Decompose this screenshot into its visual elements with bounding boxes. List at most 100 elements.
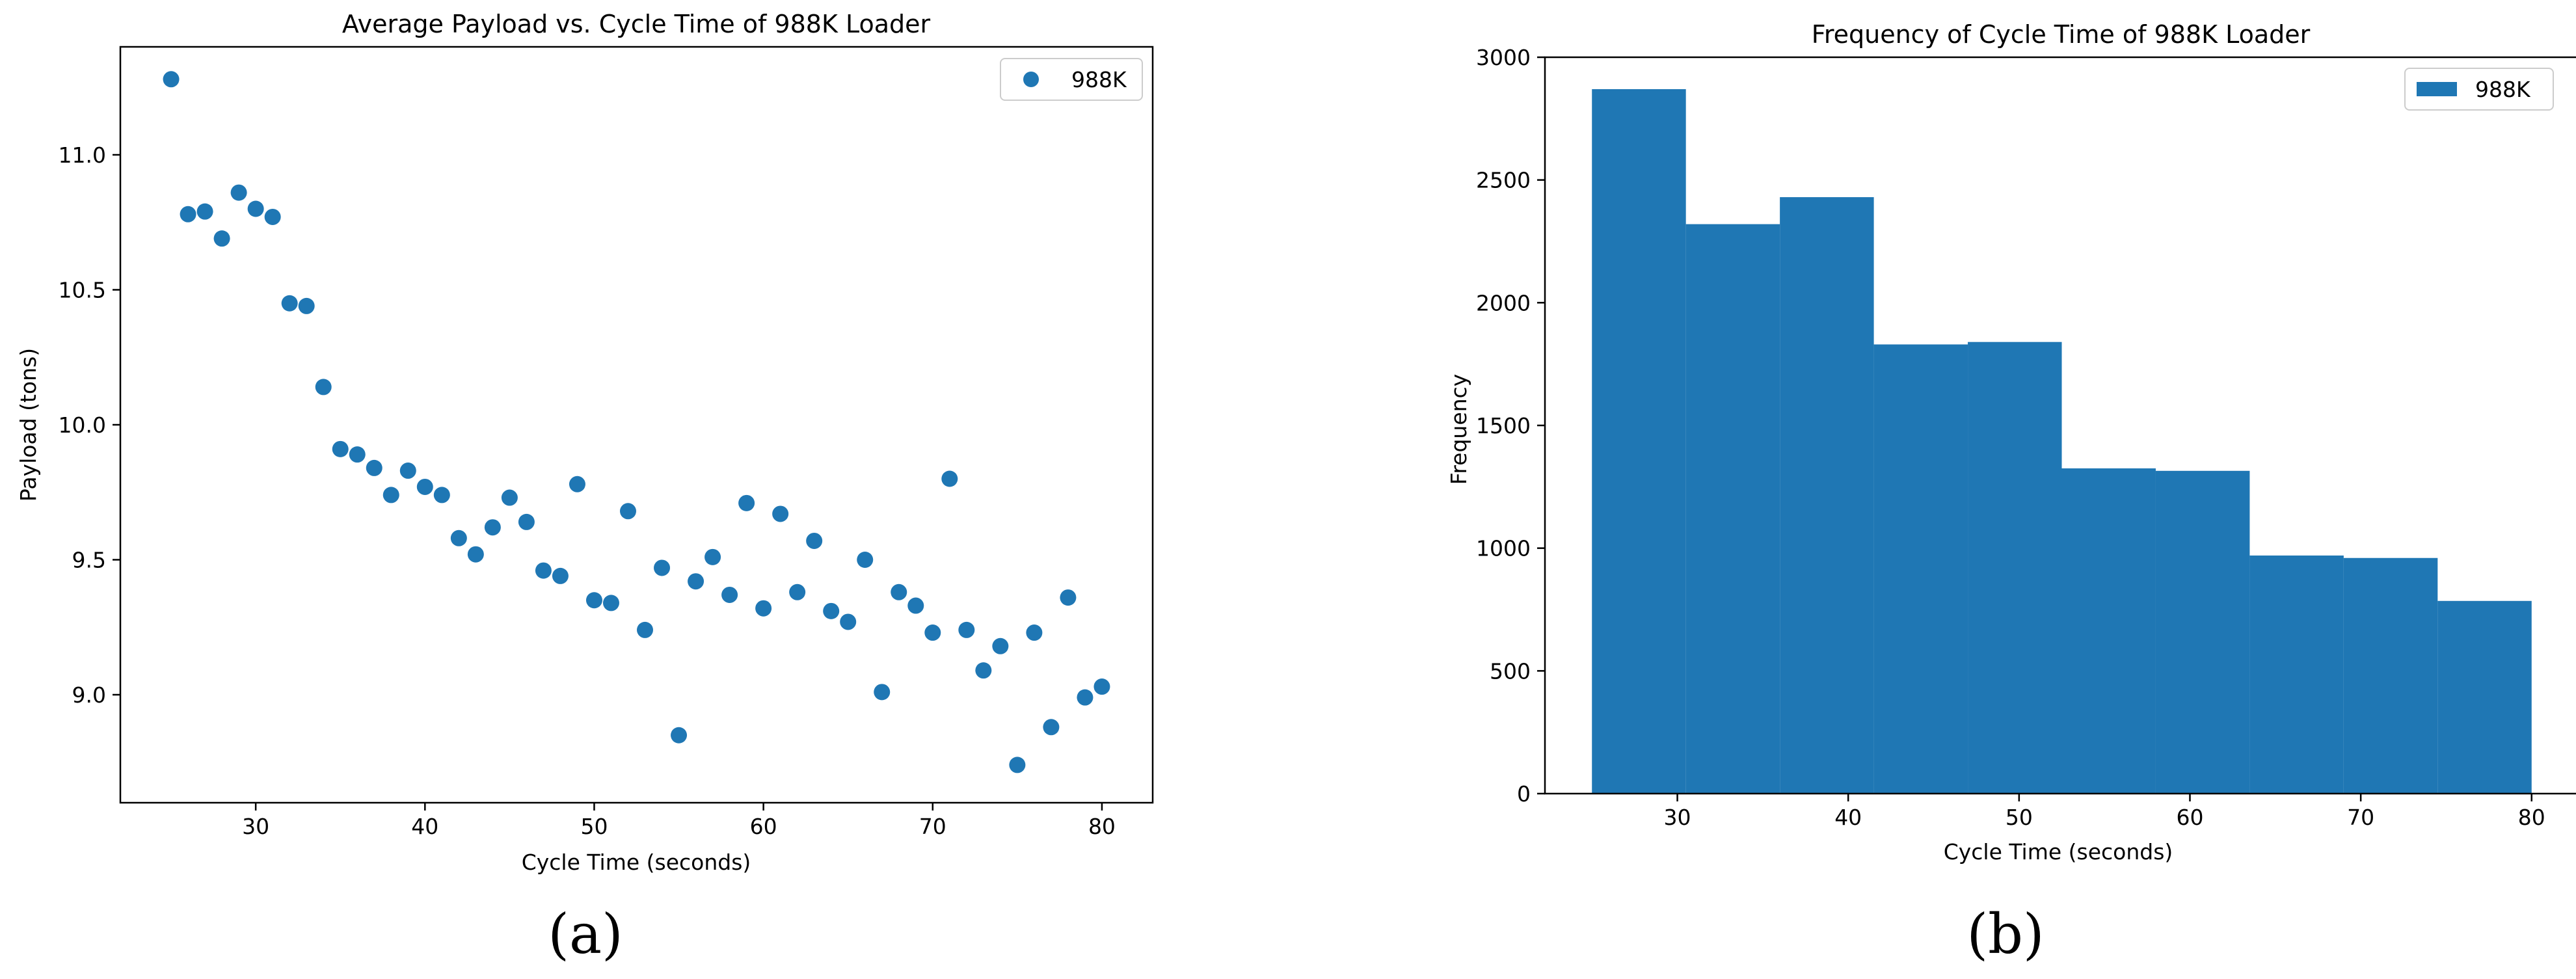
data-point	[1026, 624, 1043, 641]
legend: 988K	[2404, 68, 2554, 111]
legend-marker	[1023, 72, 1039, 87]
panel-caption: (b)	[1966, 902, 2044, 966]
data-point	[772, 505, 789, 522]
data-point	[907, 597, 924, 614]
data-point	[619, 503, 636, 520]
x-axis-ticks: 30 40 50 60 70 80	[1664, 794, 2545, 830]
x-tick-label: 40	[411, 814, 438, 839]
data-point	[196, 203, 213, 220]
data-point	[602, 595, 619, 611]
histogram-bar	[1873, 344, 1968, 794]
data-point	[585, 592, 602, 609]
data-point	[992, 637, 1009, 654]
panel-caption: (a)	[548, 902, 623, 966]
histogram-bar	[1780, 197, 1874, 794]
data-point	[518, 513, 535, 530]
data-point	[806, 532, 823, 549]
x-tick-label: 70	[919, 814, 946, 839]
data-point	[399, 463, 416, 479]
data-point	[484, 519, 501, 536]
legend-box	[2404, 68, 2554, 111]
y-tick-label: 2500	[1476, 168, 1531, 193]
data-point	[230, 184, 247, 201]
histogram-bar	[1968, 342, 2062, 794]
y-tick-label: 10.5	[59, 278, 106, 303]
histogram-bar	[1592, 89, 1686, 794]
scatter-points	[163, 71, 1110, 773]
data-point	[941, 470, 958, 487]
data-point	[382, 487, 399, 503]
histogram-bar	[2437, 600, 2532, 794]
x-tick-label: 80	[1088, 814, 1116, 839]
data-point	[467, 546, 484, 563]
data-point	[180, 206, 196, 222]
data-point	[789, 583, 806, 600]
data-point	[704, 548, 721, 565]
scatter-chart-panel: Average Payload vs. Cycle Time of 988K L…	[16, 10, 1154, 966]
data-point	[213, 230, 230, 247]
plot-frame	[119, 46, 1154, 804]
data-point	[501, 489, 518, 506]
data-point	[433, 487, 450, 503]
x-axis-ticks: 30 40 50 60 70 80	[242, 803, 1116, 839]
x-tick-label: 60	[750, 814, 777, 839]
y-tick-label: 10.0	[59, 412, 106, 438]
x-tick-label: 50	[580, 814, 608, 839]
data-point	[823, 602, 840, 619]
data-point	[721, 586, 738, 603]
x-tick-label: 30	[242, 814, 269, 839]
data-point	[891, 583, 907, 600]
legend-swatch	[2417, 82, 2457, 96]
histogram-bars	[1592, 89, 2532, 794]
y-axis-ticks: 9.0 9.5 10.0 10.5 11.0	[59, 142, 120, 708]
chart-title: Frequency of Cycle Time of 988K Loader	[1812, 20, 2311, 49]
y-axis-ticks: 0 500 1000 1500 2000 2500 3000	[1476, 45, 1545, 807]
x-tick-label: 80	[2518, 805, 2545, 830]
x-axis-label: Cycle Time (seconds)	[522, 850, 751, 875]
data-point	[366, 459, 382, 476]
data-point	[298, 297, 315, 314]
data-point	[1043, 719, 1060, 736]
y-tick-label: 1000	[1476, 536, 1531, 561]
data-point	[1009, 757, 1026, 773]
data-point	[840, 613, 857, 630]
y-axis-label: Payload (tons)	[16, 348, 41, 502]
y-tick-label: 0	[1517, 781, 1531, 807]
x-tick-label: 60	[2176, 805, 2203, 830]
data-point	[281, 295, 298, 312]
data-point	[247, 200, 264, 217]
data-point	[637, 621, 654, 638]
data-point	[1077, 689, 1093, 706]
y-tick-label: 11.0	[59, 142, 106, 168]
data-point	[738, 494, 755, 511]
y-tick-label: 500	[1490, 658, 1531, 684]
histogram-chart-panel: Frequency of Cycle Time of 988K Loader 3…	[1446, 20, 2576, 966]
legend-label: 988K	[2475, 77, 2531, 102]
data-point	[416, 478, 433, 495]
data-point	[315, 379, 332, 396]
histogram-bar	[2249, 555, 2344, 794]
legend-box	[1000, 58, 1143, 101]
y-axis-label: Frequency	[1446, 374, 1471, 485]
histogram-bar	[2155, 470, 2250, 794]
x-axis-label: Cycle Time (seconds)	[1944, 839, 2173, 865]
data-point	[535, 562, 552, 579]
data-point	[552, 567, 569, 584]
data-point	[975, 662, 992, 679]
y-tick-label: 9.0	[72, 682, 106, 708]
y-tick-label: 9.5	[72, 548, 106, 573]
data-point	[958, 621, 975, 638]
legend: 988K	[1000, 58, 1143, 101]
chart-title: Average Payload vs. Cycle Time of 988K L…	[342, 10, 931, 38]
data-point	[450, 530, 467, 546]
data-point	[1060, 589, 1077, 606]
data-point	[688, 573, 704, 590]
legend-label: 988K	[1071, 67, 1127, 92]
data-point	[569, 476, 585, 492]
histogram-bar	[1685, 224, 1780, 794]
histogram-bar	[2343, 557, 2438, 794]
data-point	[1093, 678, 1110, 695]
data-point	[874, 684, 891, 701]
x-tick-label: 30	[1664, 805, 1691, 830]
